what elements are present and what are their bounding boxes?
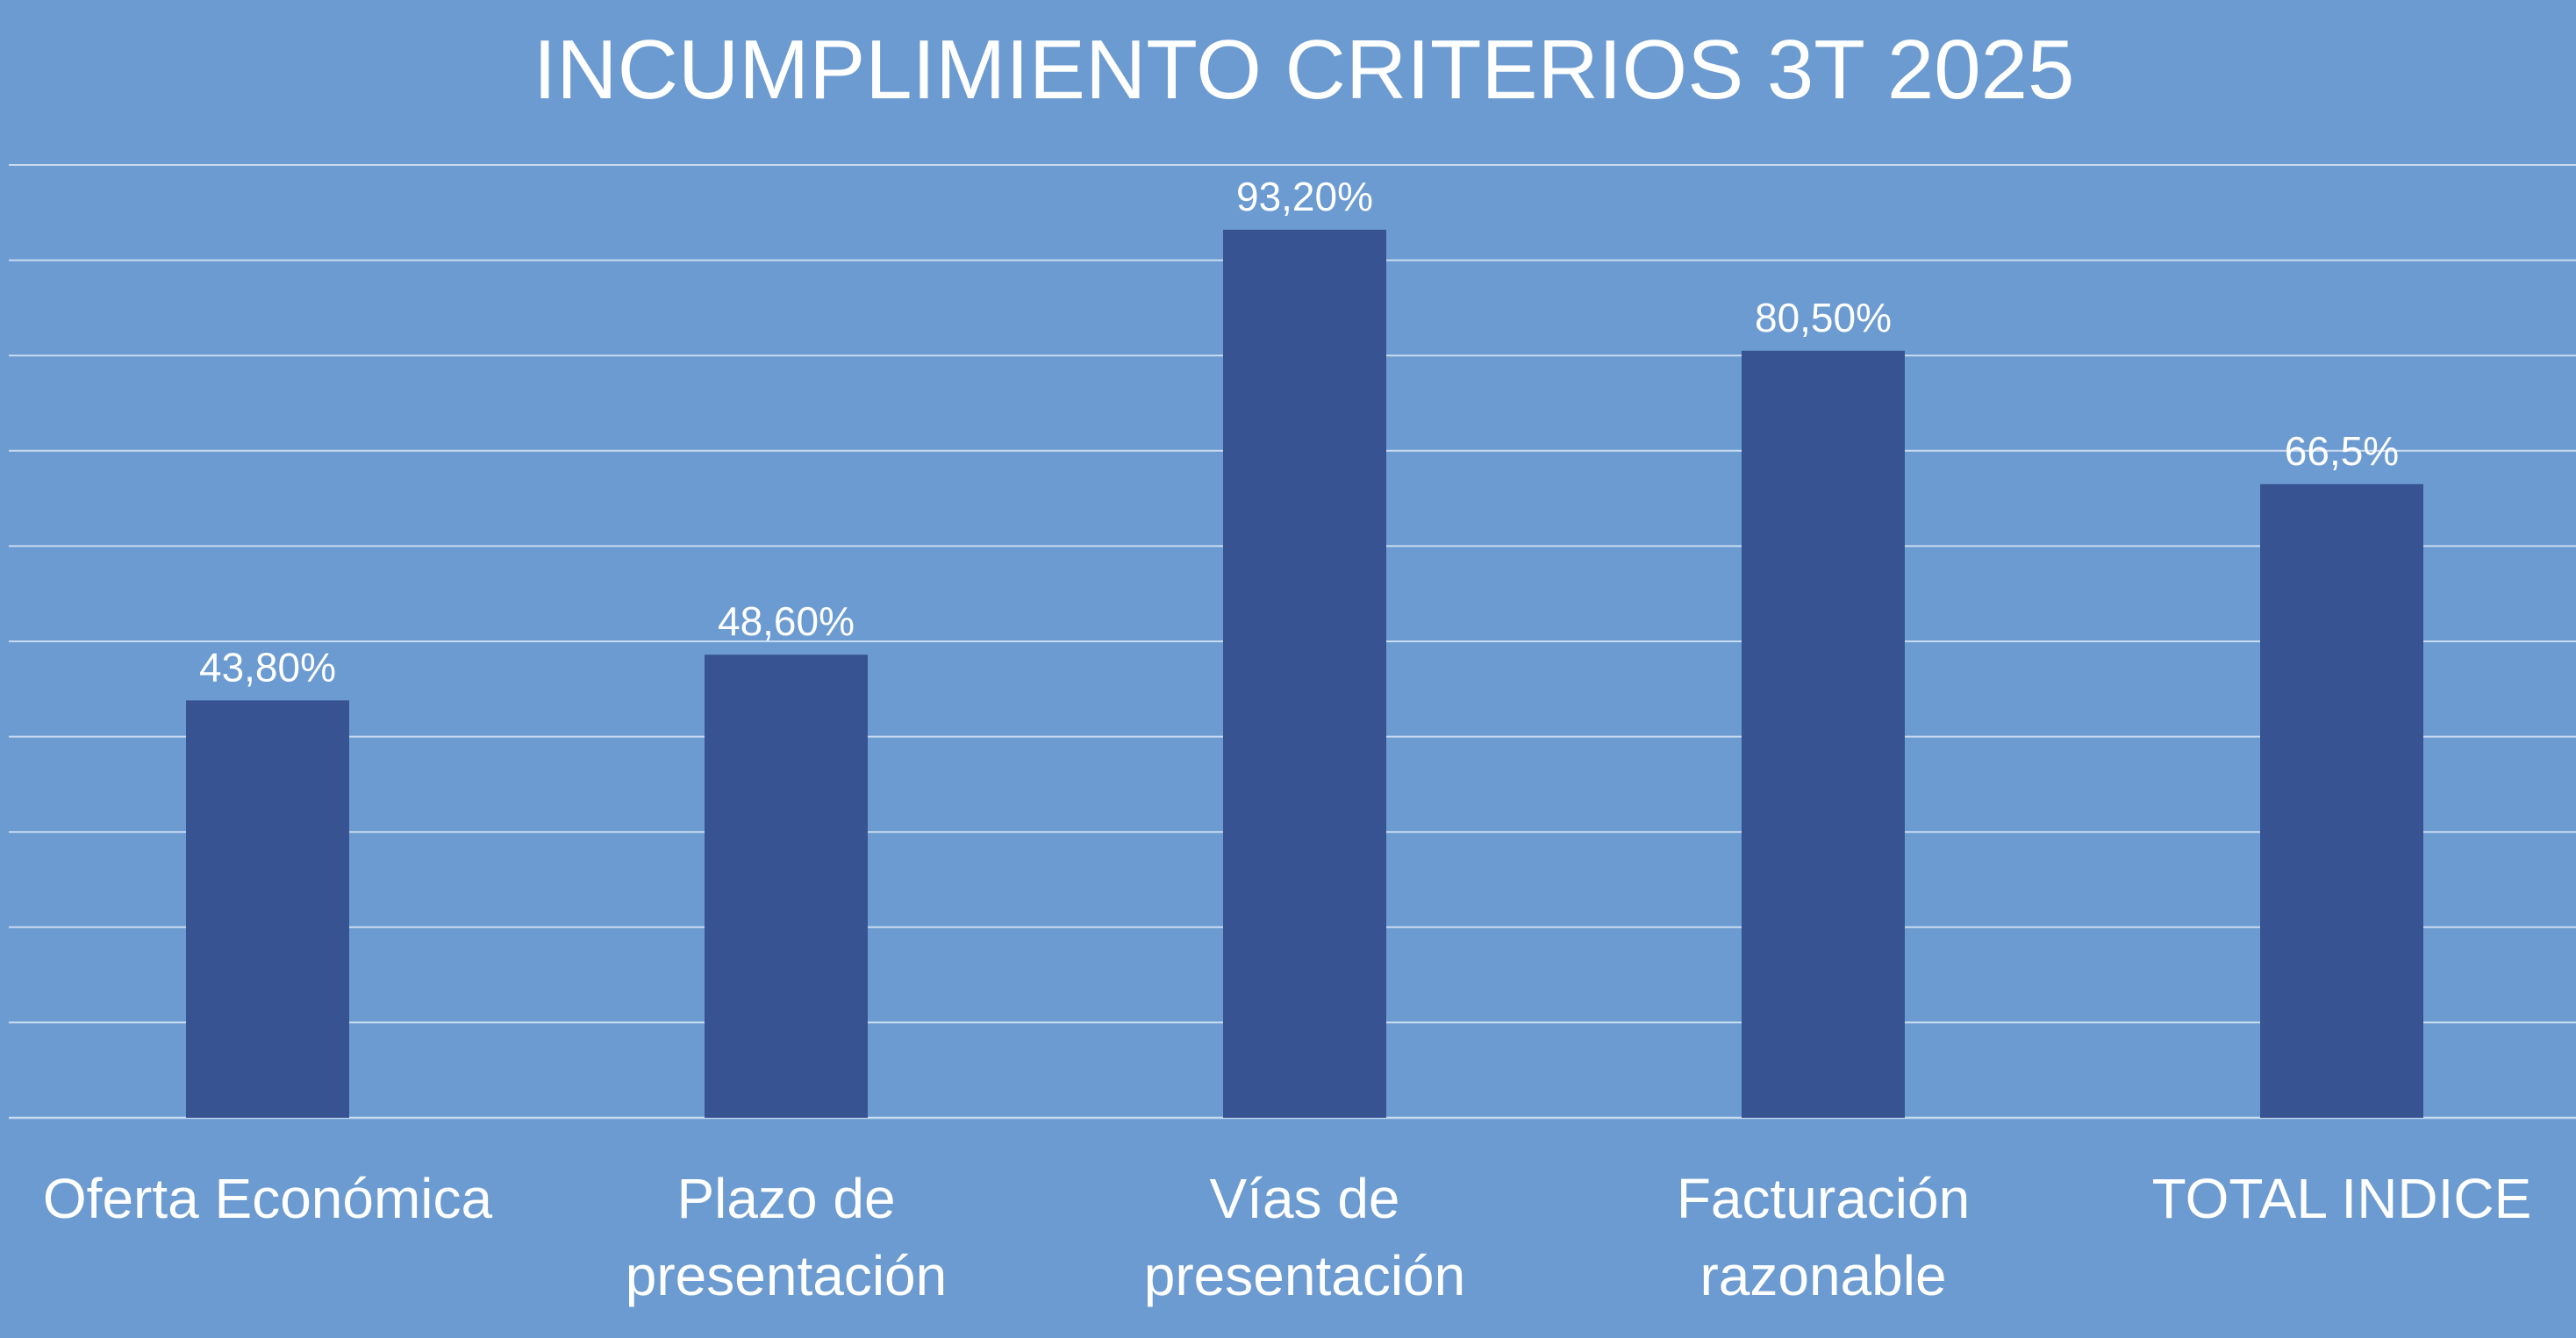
category-label: presentación xyxy=(1144,1244,1465,1307)
data-label: 66,5% xyxy=(2285,428,2399,474)
data-label: 93,20% xyxy=(1236,174,1373,219)
category-label: TOTAL INDICE xyxy=(2152,1167,2532,1230)
bar xyxy=(1223,229,1386,1118)
data-label: 43,80% xyxy=(199,644,336,690)
bars xyxy=(186,229,2423,1118)
chart-title: INCUMPLIMIENTO CRITERIOS 3T 2025 xyxy=(533,23,2075,117)
bar xyxy=(1742,350,1905,1118)
bar xyxy=(705,655,868,1118)
category-label: Vías de xyxy=(1209,1167,1399,1230)
category-label: Plazo de xyxy=(676,1167,895,1230)
data-label: 48,60% xyxy=(718,598,855,644)
category-label: Oferta Económica xyxy=(43,1167,493,1230)
category-label: Facturación xyxy=(1677,1167,1970,1230)
category-labels: Oferta Económica Plazo de presentación Vías… xyxy=(43,1167,2531,1307)
category-label: presentación xyxy=(626,1244,947,1307)
category-label: razonable xyxy=(1699,1244,1946,1307)
data-labels: 43,80% 48,60% 93,20% 80,50% 66,5% xyxy=(199,174,2399,690)
bar xyxy=(186,700,349,1118)
data-label: 80,50% xyxy=(1755,295,1892,340)
bar xyxy=(2260,483,2423,1118)
